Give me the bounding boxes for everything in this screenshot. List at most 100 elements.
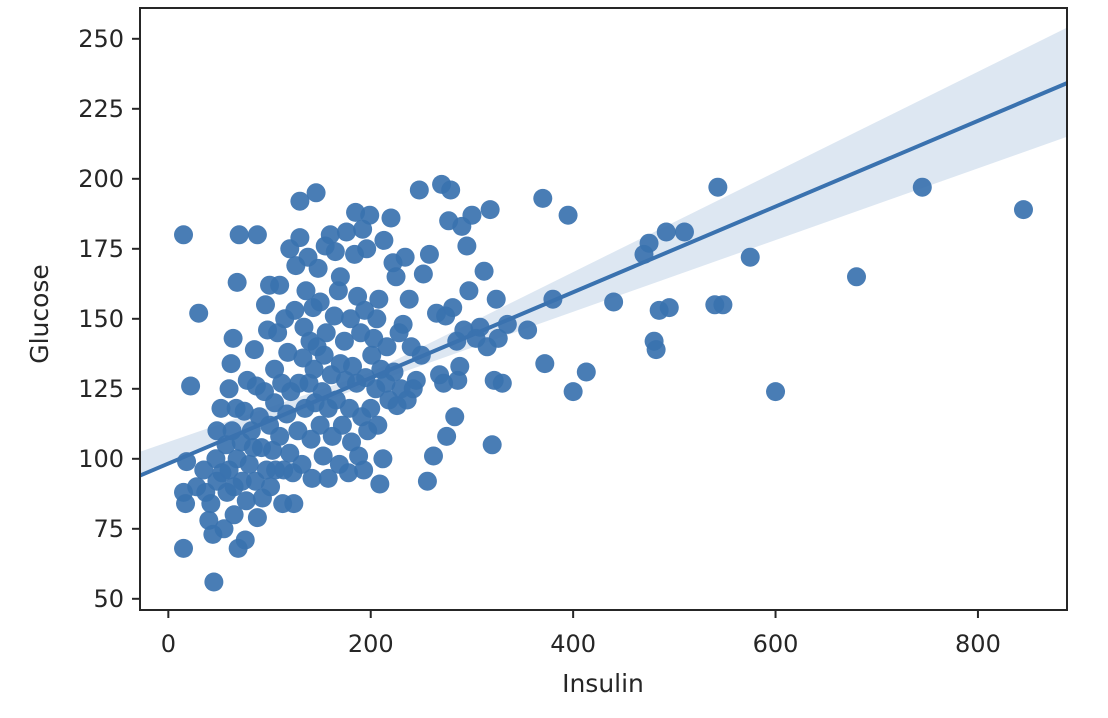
data-point <box>450 356 470 376</box>
data-point <box>229 225 249 245</box>
data-point <box>314 345 334 365</box>
data-point <box>659 298 679 318</box>
data-point <box>204 572 224 592</box>
y-tick-label: 125 <box>78 375 124 403</box>
data-point <box>362 345 382 365</box>
data-point <box>189 303 209 323</box>
data-point <box>328 281 348 301</box>
data-point <box>576 362 596 382</box>
y-tick-label: 225 <box>78 95 124 123</box>
data-point <box>369 289 389 309</box>
data-point <box>316 323 336 343</box>
data-point <box>334 331 354 351</box>
data-point <box>346 202 366 222</box>
data-point <box>227 272 247 292</box>
y-tick-label: 75 <box>93 515 124 543</box>
data-point <box>301 429 321 449</box>
data-point <box>336 222 356 242</box>
y-axis-label: Glucose <box>25 264 54 364</box>
data-point <box>353 219 373 239</box>
data-point <box>445 407 465 427</box>
data-point <box>419 244 439 264</box>
data-point <box>457 236 477 256</box>
data-point <box>443 298 463 318</box>
data-point <box>459 281 479 301</box>
y-tick-label: 100 <box>78 445 124 473</box>
data-point <box>462 205 482 225</box>
data-point <box>324 306 344 326</box>
data-point <box>656 222 676 242</box>
regression-line-layer <box>139 81 1068 478</box>
y-tick-label: 250 <box>78 25 124 53</box>
data-point <box>219 379 239 399</box>
data-point <box>368 415 388 435</box>
data-point <box>488 328 508 348</box>
data-point <box>302 468 322 488</box>
data-point <box>386 267 406 287</box>
data-point <box>214 519 234 539</box>
data-point <box>221 354 241 374</box>
data-point <box>348 286 368 306</box>
data-point <box>278 342 298 362</box>
data-point <box>232 471 252 491</box>
data-points-layer <box>174 174 1033 592</box>
data-point <box>176 494 196 514</box>
data-point <box>360 205 380 225</box>
data-point <box>330 267 350 287</box>
data-point <box>290 228 310 248</box>
data-point <box>441 180 461 200</box>
data-point <box>308 258 328 278</box>
data-point <box>393 314 413 334</box>
data-point <box>318 468 338 488</box>
x-tick-label: 200 <box>348 630 394 658</box>
data-point <box>361 398 381 418</box>
data-point <box>409 180 429 200</box>
data-point <box>646 340 666 360</box>
data-point <box>417 471 437 491</box>
y-tick-label: 150 <box>78 305 124 333</box>
data-point <box>234 401 254 421</box>
data-point <box>480 200 500 220</box>
data-point <box>304 359 324 379</box>
data-point <box>482 435 502 455</box>
data-point <box>399 289 419 309</box>
data-point <box>1013 200 1033 220</box>
y-axis-ticks: 50 75 100 125 150 175 200 225 250 <box>78 25 140 613</box>
data-point <box>338 463 358 483</box>
data-point <box>310 292 330 312</box>
data-point <box>343 356 363 376</box>
data-point <box>740 247 760 267</box>
y-tick-label: 175 <box>78 235 124 263</box>
data-point <box>847 267 867 287</box>
data-point <box>354 460 374 480</box>
data-point <box>247 508 267 528</box>
data-point <box>639 233 659 253</box>
data-point <box>285 300 305 320</box>
data-point <box>357 239 377 259</box>
data-point <box>332 415 352 435</box>
data-point <box>325 242 345 262</box>
data-point <box>604 292 624 312</box>
data-point <box>486 289 506 309</box>
data-point <box>766 382 786 402</box>
data-point <box>518 320 538 340</box>
regression-line <box>139 81 1068 478</box>
data-point <box>174 538 194 558</box>
data-point <box>413 264 433 284</box>
data-point <box>437 426 457 446</box>
data-point <box>674 222 694 242</box>
data-point <box>181 376 201 396</box>
data-point <box>290 191 310 211</box>
data-point <box>265 359 285 379</box>
x-tick-label: 400 <box>550 630 596 658</box>
data-point <box>320 225 340 245</box>
data-point <box>912 177 932 197</box>
data-point <box>306 183 326 203</box>
data-point <box>236 491 256 511</box>
data-point <box>292 454 312 474</box>
data-point <box>423 446 443 466</box>
data-point <box>244 340 264 360</box>
data-point <box>201 494 221 514</box>
data-point <box>263 440 283 460</box>
data-point <box>448 370 468 390</box>
